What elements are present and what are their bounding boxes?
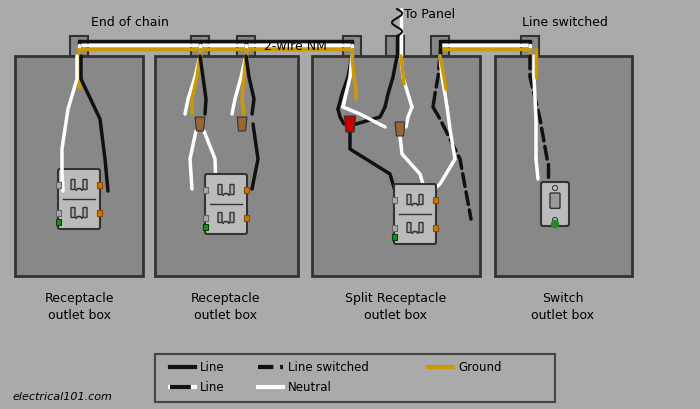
- FancyBboxPatch shape: [205, 175, 247, 234]
- Bar: [431, 37, 449, 57]
- Polygon shape: [195, 118, 205, 132]
- Text: Line: Line: [200, 380, 225, 393]
- Text: End of chain: End of chain: [91, 16, 169, 29]
- FancyBboxPatch shape: [394, 184, 436, 245]
- Polygon shape: [344, 117, 356, 133]
- FancyBboxPatch shape: [541, 182, 569, 227]
- Bar: [203, 225, 208, 230]
- Bar: [97, 182, 102, 189]
- FancyBboxPatch shape: [218, 185, 222, 195]
- FancyBboxPatch shape: [419, 195, 423, 205]
- Text: To Panel: To Panel: [405, 9, 456, 21]
- Text: Line: Line: [200, 361, 225, 373]
- FancyBboxPatch shape: [230, 185, 234, 195]
- FancyBboxPatch shape: [71, 208, 75, 218]
- Bar: [392, 225, 397, 231]
- Bar: [56, 182, 61, 189]
- Bar: [433, 225, 438, 231]
- Bar: [244, 188, 249, 193]
- Bar: [433, 198, 438, 204]
- Circle shape: [552, 186, 557, 191]
- FancyBboxPatch shape: [83, 208, 87, 218]
- Bar: [191, 37, 209, 57]
- Text: Receptacle
outlet box: Receptacle outlet box: [44, 291, 114, 321]
- Polygon shape: [237, 118, 247, 132]
- FancyBboxPatch shape: [71, 180, 75, 190]
- Text: Receptacle
outlet box: Receptacle outlet box: [191, 291, 260, 321]
- Bar: [203, 216, 208, 221]
- Text: Line switched: Line switched: [288, 361, 369, 373]
- Text: Neutral: Neutral: [288, 380, 332, 393]
- Bar: [343, 37, 361, 57]
- Bar: [386, 37, 404, 57]
- Text: Ground: Ground: [458, 361, 501, 373]
- Bar: [392, 198, 397, 204]
- FancyBboxPatch shape: [83, 180, 87, 190]
- Bar: [56, 211, 61, 216]
- Bar: [155, 57, 298, 276]
- FancyBboxPatch shape: [58, 170, 100, 229]
- Text: electrical101.com: electrical101.com: [12, 391, 112, 401]
- Bar: [392, 234, 397, 240]
- FancyBboxPatch shape: [407, 195, 411, 205]
- Bar: [237, 37, 255, 57]
- Circle shape: [552, 221, 559, 228]
- FancyBboxPatch shape: [230, 213, 234, 223]
- Bar: [97, 211, 102, 216]
- Bar: [70, 37, 88, 57]
- Text: 2-wire NM: 2-wire NM: [264, 40, 326, 53]
- Text: Split Receptacle
outlet box: Split Receptacle outlet box: [345, 291, 447, 321]
- Text: Switch
outlet box: Switch outlet box: [531, 291, 594, 321]
- FancyBboxPatch shape: [550, 193, 560, 209]
- Polygon shape: [395, 123, 405, 137]
- Bar: [56, 220, 61, 225]
- Bar: [15, 57, 143, 276]
- Bar: [244, 216, 249, 221]
- FancyBboxPatch shape: [218, 213, 222, 223]
- Bar: [521, 37, 539, 57]
- FancyBboxPatch shape: [419, 223, 423, 233]
- Circle shape: [552, 218, 557, 223]
- Bar: [312, 57, 480, 276]
- Bar: [155, 354, 555, 402]
- Bar: [495, 57, 632, 276]
- Text: Line switched: Line switched: [522, 16, 608, 29]
- Bar: [203, 188, 208, 193]
- FancyBboxPatch shape: [407, 223, 411, 233]
